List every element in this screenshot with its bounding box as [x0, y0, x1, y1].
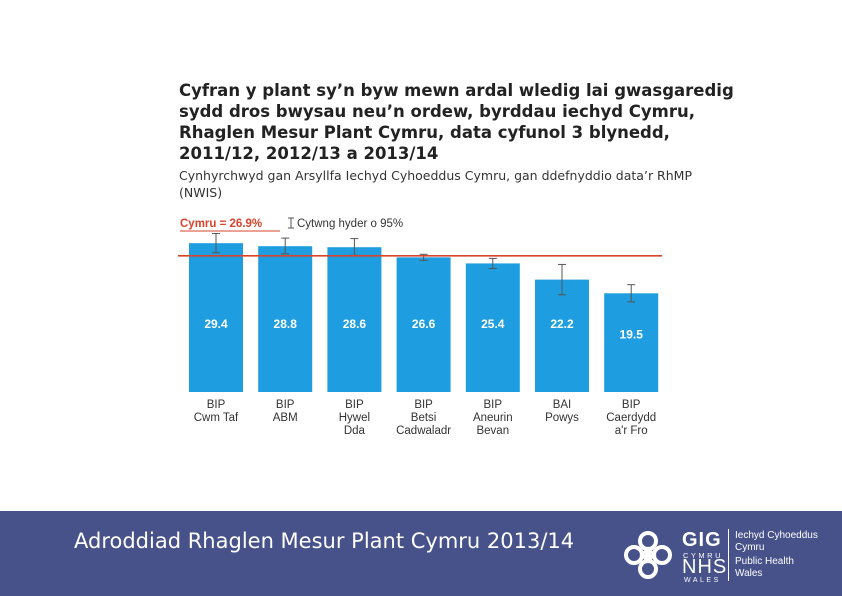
- logo-org-welsh: Iechyd Cyhoeddus Cymru: [735, 530, 818, 554]
- bar: [189, 243, 243, 392]
- category-label: BIP Betsi Cadwaladr: [396, 399, 451, 437]
- category-label-line: Cwm Taf: [194, 412, 239, 424]
- footer-banner: Adroddiad Rhaglen Mesur Plant Cymru 2013…: [0, 511, 842, 596]
- legend-ci-label: Cytwng hyder o 95%: [297, 218, 403, 230]
- category-label: BIP Aneurin Bevan: [473, 399, 513, 437]
- chart-title: Cyfran y plant sy’n byw mewn ardal wledi…: [179, 81, 734, 163]
- logo-org-welsh-line-1: Iechyd Cyhoeddus: [735, 530, 818, 541]
- data-label: 26.6: [412, 317, 436, 331]
- legend-reference-label: Cymru = 26.9%: [180, 218, 262, 230]
- logo-divider: [728, 529, 729, 581]
- celtic-knot-icon: [624, 531, 672, 579]
- bar: [258, 246, 313, 392]
- category-label-line: Cadwaladr: [396, 425, 451, 437]
- category-label-line: Betsi: [411, 412, 437, 424]
- category-label-line: BIP: [345, 399, 364, 411]
- category-label-line: Hywel: [339, 412, 370, 424]
- category-label-line: a'r Fro: [615, 425, 648, 437]
- logo-gig-text: GIG: [682, 529, 722, 551]
- category-label-line: Caerdydd: [606, 412, 656, 424]
- data-label: 28.8: [274, 317, 298, 331]
- logo-org-english-line-1: Public Health: [735, 556, 794, 567]
- bar: [396, 257, 451, 392]
- category-label: BAI Powys: [545, 399, 579, 424]
- category-label-line: Aneurin: [473, 412, 513, 424]
- logo-org-english-line-2: Wales: [735, 568, 763, 579]
- category-label: BIP Hywel Dda: [339, 399, 370, 437]
- chart-subtitle: Cynhyrchwyd gan Arsyllfa Iechyd Cyhoeddu…: [179, 168, 692, 200]
- data-label: 19.5: [620, 327, 644, 341]
- data-label: 22.2: [550, 317, 574, 331]
- logo-cymru-text: CYMRU: [683, 551, 723, 560]
- category-label-line: ABM: [273, 412, 298, 424]
- bar: [465, 263, 520, 392]
- category-label-line: BIP: [414, 399, 433, 411]
- category-label-line: BAI: [553, 399, 572, 411]
- phw-logo: GIG CYMRU NHS WALES Iechyd Cyhoeddus Cym…: [620, 525, 830, 585]
- category-label: BIP Cwm Taf: [194, 399, 239, 424]
- data-label: 29.4: [204, 317, 228, 331]
- data-label: 25.4: [481, 317, 505, 331]
- category-label-line: BIP: [622, 399, 641, 411]
- logo-nhs-text: NHS: [682, 556, 728, 578]
- data-label: 28.6: [343, 317, 367, 331]
- category-label-line: Dda: [344, 425, 366, 437]
- footer-title: Adroddiad Rhaglen Mesur Plant Cymru 2013…: [74, 529, 575, 553]
- bar: [535, 279, 589, 392]
- category-label-line: BIP: [207, 399, 226, 411]
- category-label: BIP ABM: [273, 399, 298, 424]
- logo-org-welsh-line-2: Cymru: [735, 542, 765, 553]
- category-label-line: BIP: [276, 399, 295, 411]
- category-label-line: Powys: [545, 412, 579, 424]
- logo-org-english: Public Health Wales: [735, 556, 794, 580]
- category-label: BIP Caerdydd a'r Fro: [606, 399, 656, 437]
- category-label-line: BIP: [484, 399, 503, 411]
- logo-wales-text: WALES: [684, 577, 721, 584]
- category-label-line: Bevan: [476, 425, 509, 437]
- bar: [327, 247, 382, 392]
- bar: [604, 293, 659, 392]
